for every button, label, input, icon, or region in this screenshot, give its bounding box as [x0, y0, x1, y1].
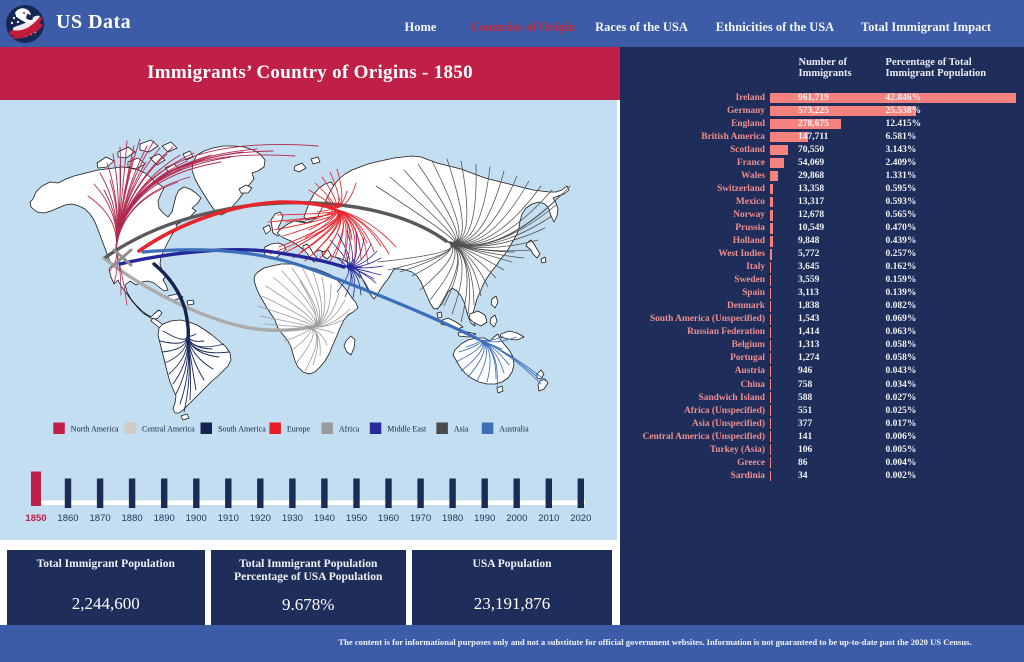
svg-text:1910: 1910 [218, 513, 239, 524]
svg-text:Middle East: Middle East [387, 425, 427, 434]
svg-text:Asia: Asia [454, 425, 469, 434]
svg-text:Europe: Europe [287, 425, 311, 434]
svg-text:1870: 1870 [90, 513, 111, 524]
svg-text:2010: 2010 [538, 513, 559, 524]
svg-text:1900: 1900 [186, 513, 207, 524]
svg-text:Australia: Australia [499, 425, 529, 434]
svg-text:South America: South America [218, 425, 266, 434]
svg-text:1960: 1960 [378, 513, 399, 524]
svg-text:1990: 1990 [474, 513, 495, 524]
svg-text:1980: 1980 [442, 513, 463, 524]
svg-text:Africa: Africa [339, 425, 360, 434]
svg-text:1930: 1930 [282, 513, 303, 524]
svg-text:1970: 1970 [410, 513, 431, 524]
svg-text:2020: 2020 [570, 513, 591, 524]
svg-text:1950: 1950 [346, 513, 367, 524]
svg-text:1940: 1940 [314, 513, 335, 524]
svg-text:1890: 1890 [154, 513, 175, 524]
svg-text:2000: 2000 [506, 513, 527, 524]
svg-text:1880: 1880 [122, 513, 143, 524]
svg-text:North America: North America [71, 425, 119, 434]
svg-text:1920: 1920 [250, 513, 271, 524]
svg-text:Central America: Central America [142, 425, 195, 434]
svg-text:1850: 1850 [25, 513, 46, 524]
svg-text:1860: 1860 [57, 513, 78, 524]
